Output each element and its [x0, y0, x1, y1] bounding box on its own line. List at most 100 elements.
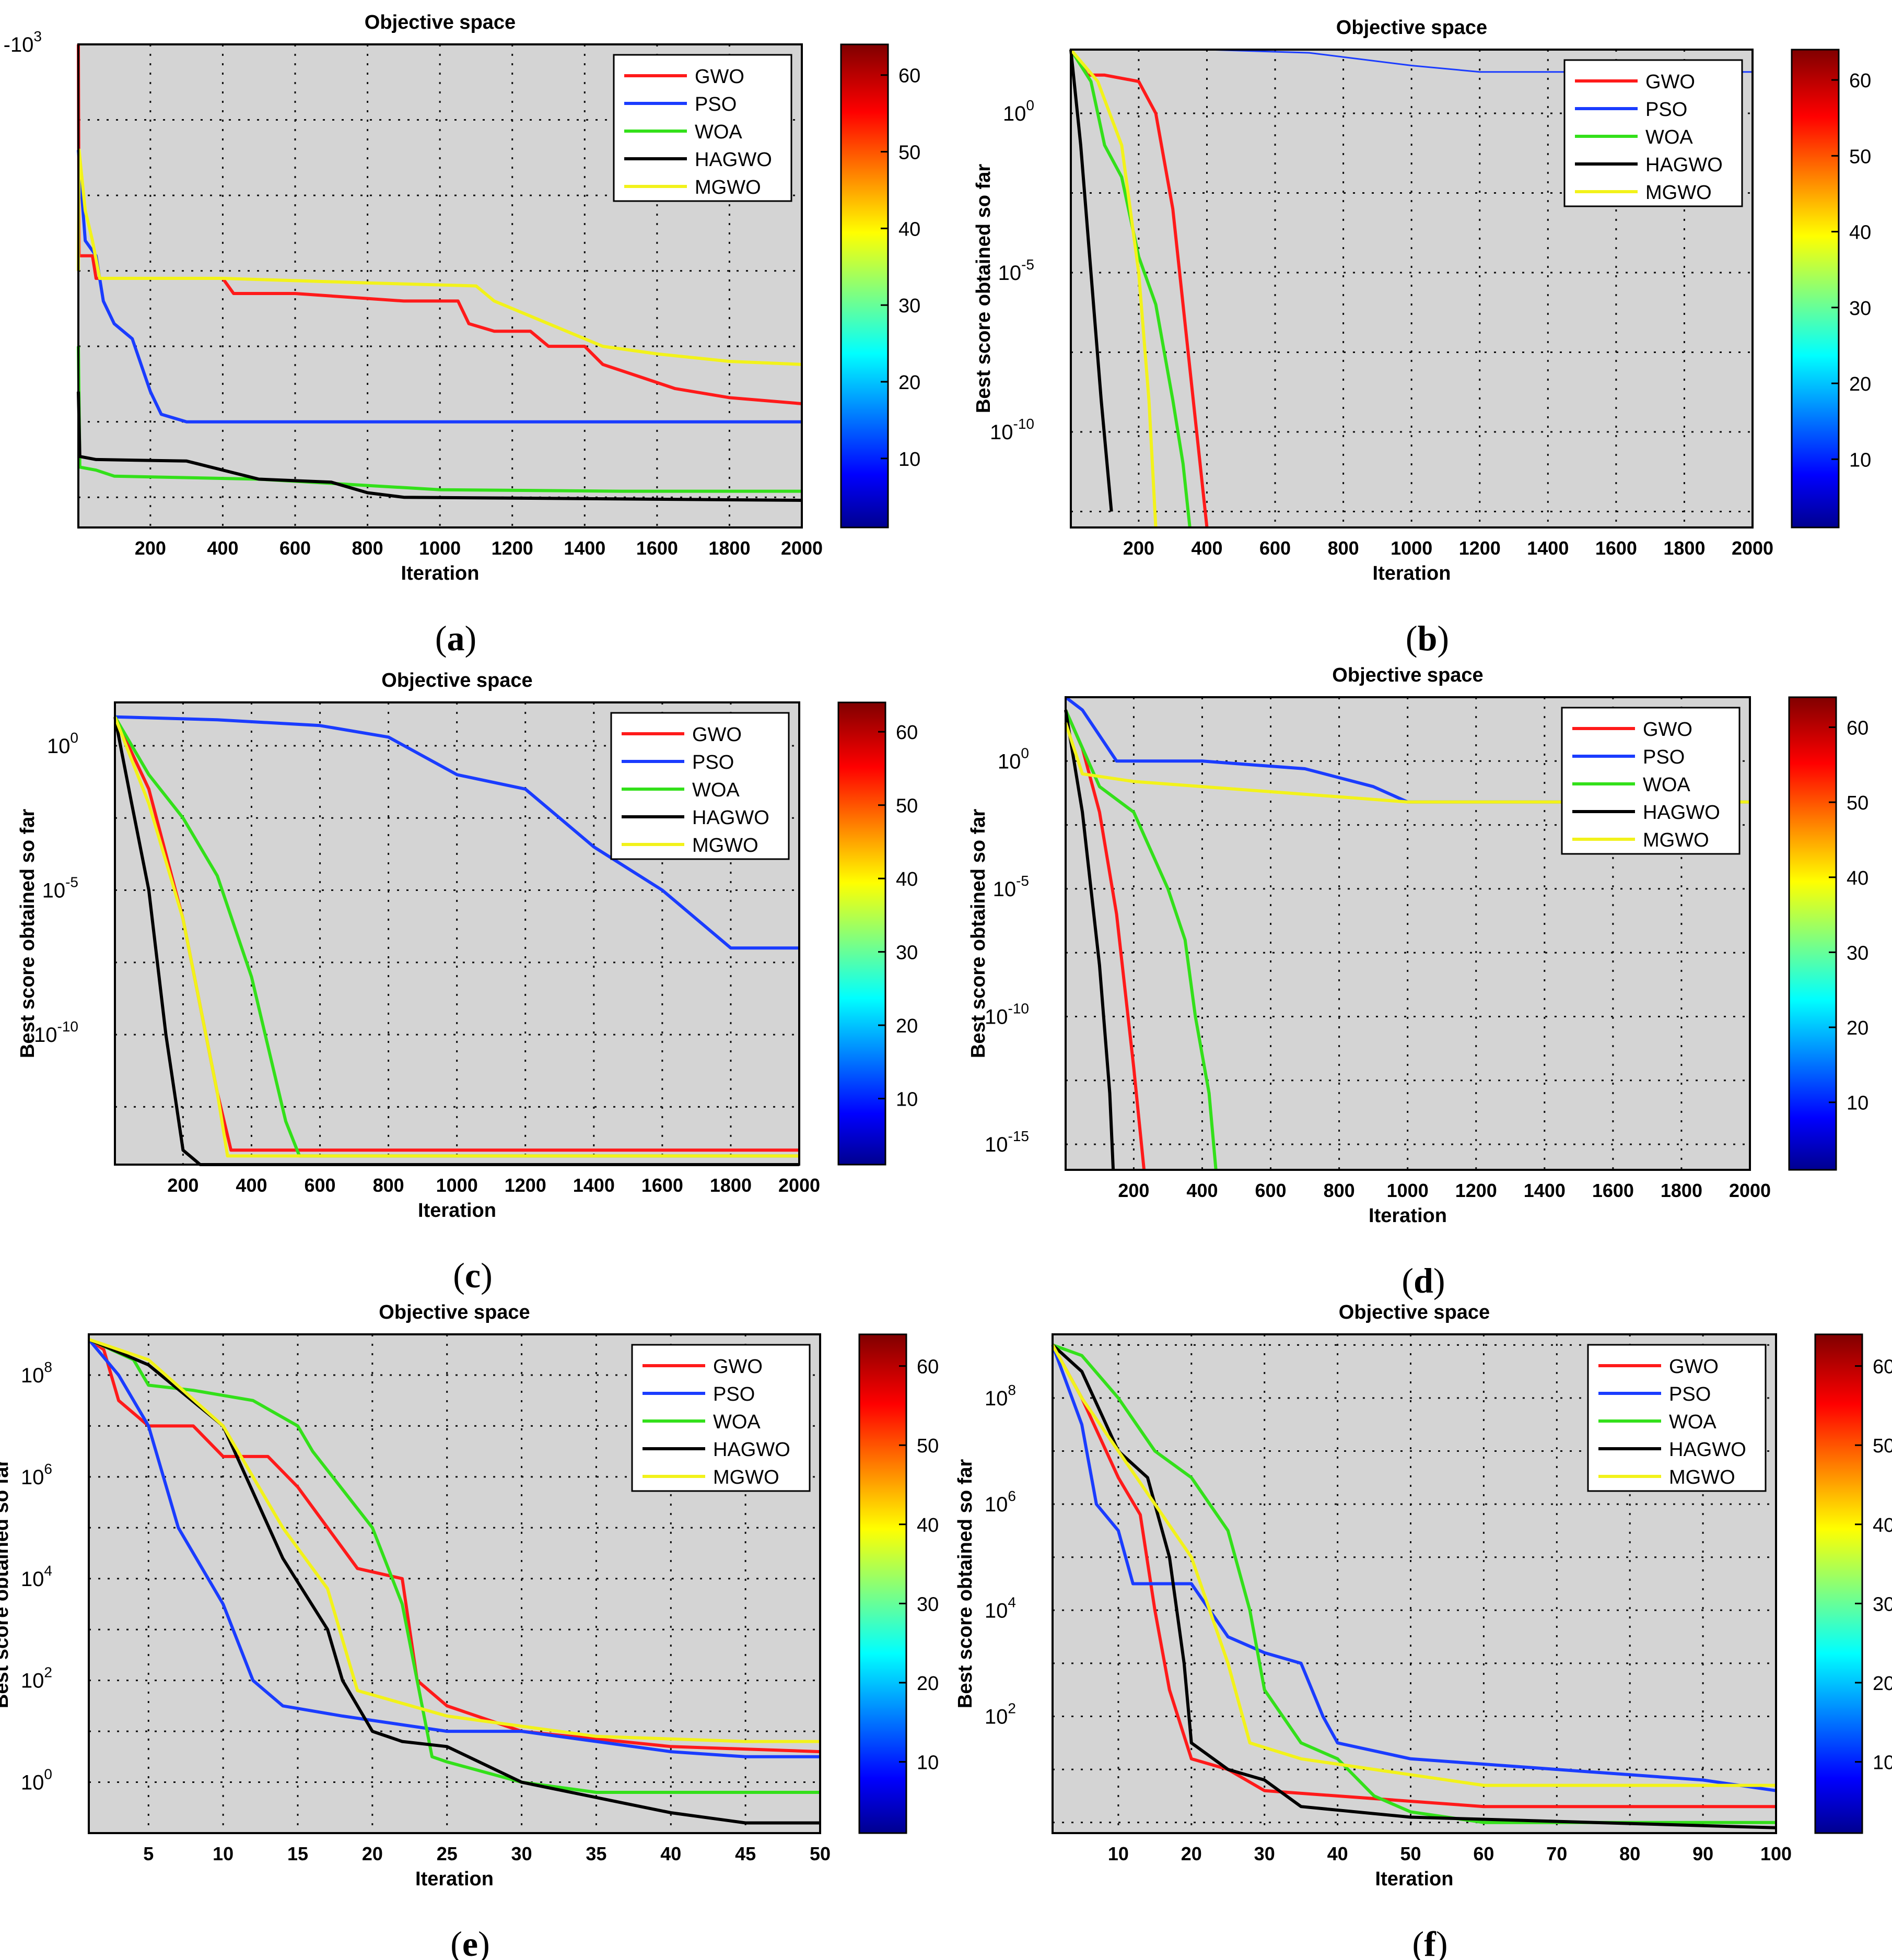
y-tick-label: 10-10 [990, 416, 1034, 444]
y-axis-label: Best score obtained so far [17, 809, 39, 1058]
colorbar-tick-label: 10 [917, 1752, 939, 1774]
series-line-mgwo [77, 148, 802, 366]
colorbar-tick-label: 60 [1849, 70, 1871, 92]
legend-label-woa: WOA [1645, 126, 1693, 148]
colorbar-tick-label: 50 [1873, 1435, 1892, 1457]
x-tick-label: 35 [586, 1843, 606, 1864]
x-tick-label: 1600 [1595, 537, 1637, 559]
colorbar-tick-label: 40 [896, 868, 918, 890]
x-tick-label: 50 [810, 1843, 831, 1864]
x-tick-label: 1400 [573, 1175, 615, 1196]
x-tick-label: 400 [1186, 1180, 1218, 1201]
series-line-pso [87, 1338, 820, 1758]
legend-label-gwo: GWO [1643, 719, 1692, 741]
x-tick-label: 1800 [710, 1175, 752, 1196]
colorbar-tick-label: 10 [1849, 449, 1871, 471]
x-tick-label: 800 [373, 1175, 404, 1196]
x-tick-label: 200 [1118, 1180, 1149, 1201]
legend-box [1563, 59, 1743, 207]
y-axis-label: Best score obtained so far [0, 1459, 13, 1708]
x-tick-label: 30 [1254, 1843, 1275, 1864]
y-tick-label: 100 [998, 745, 1029, 773]
y-tick-label: 10-5 [42, 874, 78, 902]
colorbar-tick-label: 60 [896, 722, 918, 744]
panel-caption: (a) [435, 618, 476, 658]
colorbar-tick-label: 10 [1873, 1752, 1892, 1774]
x-tick-label: 600 [305, 1175, 336, 1196]
plot-frame [88, 1333, 821, 1834]
y-axis-label: Best score obtained so far [973, 164, 995, 413]
legend-label-pso: PSO [713, 1383, 755, 1405]
x-axis-label: Iteration [1375, 1868, 1454, 1890]
legend-box [1561, 707, 1741, 855]
x-tick-label: 1000 [419, 537, 461, 559]
series-line-hagwo [1069, 49, 1113, 512]
colorbar [1788, 696, 1837, 1171]
legend-label-woa: WOA [713, 1411, 761, 1433]
colorbar-tick-label: 20 [917, 1673, 939, 1695]
y-tick-label: 10-10 [985, 1000, 1029, 1028]
x-tick-label: 20 [1181, 1843, 1202, 1864]
legend-box [1587, 1344, 1767, 1492]
x-tick-label: 1800 [1661, 1180, 1702, 1201]
y-axis-label: Best score obtained so far [954, 1459, 976, 1708]
legend-label-woa: WOA [695, 121, 742, 143]
y-tick-label: 104 [985, 1594, 1016, 1622]
series-line-woa [77, 346, 802, 493]
colorbar-tick-label: 10 [1847, 1093, 1868, 1114]
legend-label-hagwo: HAGWO [695, 149, 772, 171]
colorbar-tick-label: 30 [1849, 298, 1871, 320]
colorbar [858, 1333, 907, 1834]
series-line-hagwo [1051, 1344, 1777, 1829]
plot-frame [1052, 1333, 1777, 1834]
legend-label-pso: PSO [692, 752, 734, 773]
legend-label-woa: WOA [692, 779, 740, 801]
legend-box [613, 54, 792, 202]
colorbar-tick-label: 20 [898, 372, 920, 394]
x-tick-label: 1000 [1391, 537, 1432, 559]
colorbar [1791, 49, 1840, 529]
x-tick-label: 1800 [708, 537, 750, 559]
legend-label-gwo: GWO [1645, 71, 1695, 93]
x-axis-label: Iteration [401, 562, 480, 584]
colorbar-tick-label: 30 [896, 942, 918, 964]
legend-label-mgwo: MGWO [1669, 1466, 1735, 1488]
x-tick-label: 800 [1328, 537, 1359, 559]
chart-title: Objective space [365, 11, 516, 33]
colorbar-tick-label: 30 [898, 295, 920, 317]
legend-label-woa: WOA [1669, 1411, 1716, 1433]
panel-caption: (f) [1412, 1924, 1448, 1960]
x-tick-label: 40 [660, 1843, 681, 1864]
colorbar [1814, 1333, 1863, 1834]
legend-label-pso: PSO [1643, 746, 1685, 768]
series-line-pso [114, 715, 799, 950]
y-tick-label: 10-15 [985, 1128, 1029, 1156]
x-tick-label: 1200 [492, 537, 533, 559]
x-tick-label: 1600 [1592, 1180, 1634, 1201]
legend-box [610, 712, 790, 860]
y-tick-label: 102 [985, 1700, 1016, 1728]
colorbar-tick-label: 10 [896, 1089, 918, 1111]
chart-c: 200 400 600 800 1000 1200 1400 1600 1800 2000 100 1… [17, 670, 918, 1295]
x-tick-label: 10 [1108, 1843, 1129, 1864]
x-tick-label: 1400 [564, 537, 605, 559]
y-tick-label: 108 [985, 1382, 1016, 1410]
colorbar-tick-label: 40 [1849, 222, 1871, 244]
x-tick-label: 1400 [1524, 1180, 1566, 1201]
chart-title: Objective space [1336, 17, 1487, 39]
colorbar [837, 701, 886, 1166]
colorbar-tick-label: 50 [917, 1435, 939, 1457]
colorbar-tick-label: 50 [896, 795, 918, 817]
y-tick-label: 106 [985, 1488, 1016, 1516]
series-line-gwo [77, 44, 802, 405]
x-tick-label: 200 [167, 1175, 198, 1196]
x-axis-label: Iteration [415, 1868, 494, 1890]
legend-label-hagwo: HAGWO [1645, 154, 1723, 176]
x-tick-label: 800 [352, 537, 383, 559]
x-tick-label: 800 [1324, 1180, 1355, 1201]
x-tick-label: 400 [236, 1175, 267, 1196]
y-tick-label: 10-5 [998, 256, 1034, 285]
panel-caption: (d) [1402, 1261, 1445, 1300]
x-axis-label: Iteration [1369, 1205, 1447, 1227]
